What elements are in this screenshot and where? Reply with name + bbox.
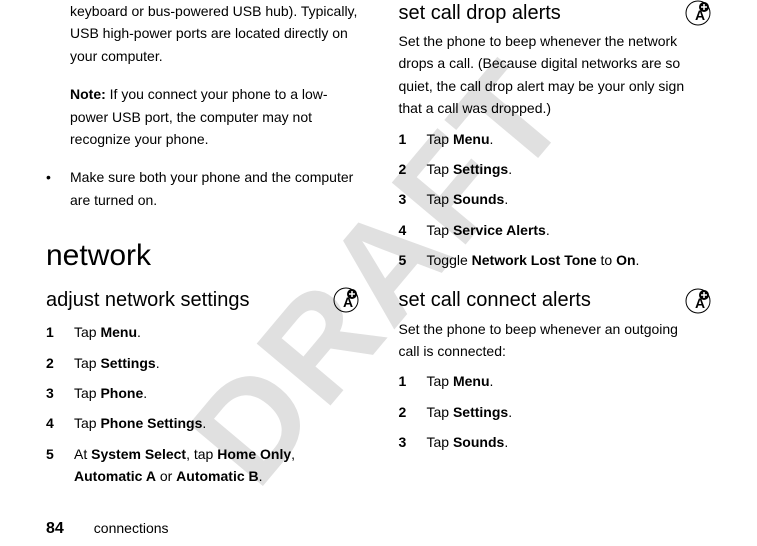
para-call-drop-a: Set the phone to beep whenever the netwo… [399,30,712,52]
step-3: 3 Tap Sounds. [399,188,712,210]
step-text: Tap Menu. [427,370,712,392]
step-2: 2 Tap Settings. [46,352,359,374]
left-column: keyboard or bus-powered USB hub). Typica… [46,0,359,510]
step-text: Tap Settings. [427,158,712,180]
feature-icon: A [685,0,711,26]
step-5: 5 At System Select, tap Home Only, Autom… [46,443,359,488]
step-1: 1 Tap Menu. [399,128,712,150]
step-num: 3 [399,431,427,453]
step-text: Tap Settings. [74,352,359,374]
feature-icon: A [333,287,359,313]
bullet-text: Make sure both your phone and the comput… [70,166,359,211]
step-text: Tap Sounds. [427,431,712,453]
section-name: connections [94,520,169,536]
heading-adjust-network-text: adjust network settings [46,289,249,312]
step-num: 2 [399,158,427,180]
right-column: set call drop alerts A Set the phone to … [399,0,712,510]
step-2: 2 Tap Settings. [399,401,712,423]
step-num: 4 [46,412,74,434]
step-num: 2 [399,401,427,423]
step-2: 2 Tap Settings. [399,158,712,180]
step-text: At System Select, tap Home Only, Automat… [74,443,359,488]
bullet-mark: • [46,166,70,211]
note-label: Note: [70,86,106,102]
step-4: 4 Tap Service Alerts. [399,219,712,241]
heading-call-connect: set call connect alerts A [399,288,712,314]
para-call-connect-b: call is connected: [399,340,712,362]
para-note: Note: If you connect your phone to a low… [70,83,359,150]
step-num: 1 [399,128,427,150]
feature-icon: A [685,288,711,314]
step-1: 1 Tap Menu. [46,321,359,343]
step-text: Tap Menu. [427,128,712,150]
page-number: 84 [46,520,64,538]
step-text: Tap Settings. [427,401,712,423]
step-num: 2 [46,352,74,374]
bullet-item: • Make sure both your phone and the comp… [46,166,359,211]
step-text: Tap Phone Settings. [74,412,359,434]
heading-call-drop: set call drop alerts A [399,0,712,26]
step-num: 1 [399,370,427,392]
step-text: Tap Phone. [74,382,359,404]
step-num: 3 [46,382,74,404]
step-text: Tap Service Alerts. [427,219,712,241]
para-call-drop-b: drops a call. (Because digital networks … [399,52,712,119]
page-footer: 84 connections [46,520,169,538]
step-num: 5 [46,443,74,488]
step-num: 3 [399,188,427,210]
heading-call-drop-text: set call drop alerts [399,2,561,25]
step-text: Tap Menu. [74,321,359,343]
para-usb-hub: keyboard or bus-powered USB hub). Typica… [70,0,359,67]
step-5b: 5 Toggle Network Lost Tone to On. [399,249,712,271]
step-1: 1 Tap Menu. [399,370,712,392]
step-text: Toggle Network Lost Tone to On. [427,249,712,271]
step-3: 3 Tap Sounds. [399,431,712,453]
step-4: 4 Tap Phone Settings. [46,412,359,434]
step-text: Tap Sounds. [427,188,712,210]
page-content: keyboard or bus-powered USB hub). Typica… [46,0,711,510]
para-call-connect-a: Set the phone to beep whenever an outgoi… [399,318,712,340]
step-num: 1 [46,321,74,343]
note-text: If you connect your phone to a low-power… [70,86,328,147]
heading-network: network [46,239,359,273]
step-num: 5 [399,249,427,271]
step-num: 4 [399,219,427,241]
heading-call-connect-text: set call connect alerts [399,289,591,312]
step-3: 3 Tap Phone. [46,382,359,404]
heading-adjust-network: adjust network settings A [46,287,359,313]
